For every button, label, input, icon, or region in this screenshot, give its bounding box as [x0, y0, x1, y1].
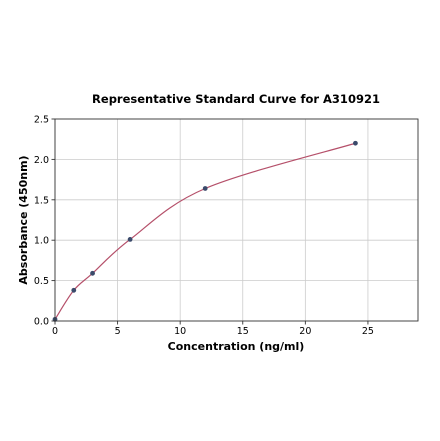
x-axis-ticks: 0 5 10 15 20 25	[52, 321, 374, 337]
data-points	[52, 140, 358, 322]
y-axis-label: Absorbance (450nm)	[17, 155, 30, 284]
y-tick-label-5: 2.5	[34, 115, 49, 126]
data-point-4	[202, 186, 208, 191]
y-axis-ticks: 0.0 0.5 1.0 1.5 2.0 2.5	[34, 115, 55, 328]
fit-curve	[54, 142, 356, 320]
chart-title: Representative Standard Curve for A31092…	[92, 92, 380, 106]
y-tick-label-0: 0.0	[34, 317, 49, 328]
data-point-2	[90, 270, 95, 276]
y-tick-label-1: 0.5	[34, 276, 49, 287]
grid-lines	[54, 118, 418, 322]
y-tick-label-2: 1.0	[34, 236, 49, 247]
x-tick-label-5: 25	[362, 326, 374, 337]
x-tick-label-2: 10	[174, 326, 186, 337]
y-tick-label-4: 2.0	[34, 155, 49, 166]
data-point-3	[127, 236, 133, 242]
x-tick-label-0: 0	[52, 326, 58, 337]
data-point-5	[353, 140, 358, 146]
x-axis-label: Concentration (ng/ml)	[168, 340, 305, 353]
data-point-1	[71, 287, 77, 293]
x-tick-label-1: 5	[115, 326, 121, 337]
y-tick-label-3: 1.5	[34, 195, 49, 206]
x-tick-label-4: 20	[299, 326, 311, 337]
plot-frame	[54, 118, 419, 322]
x-tick-label-3: 15	[237, 326, 249, 337]
